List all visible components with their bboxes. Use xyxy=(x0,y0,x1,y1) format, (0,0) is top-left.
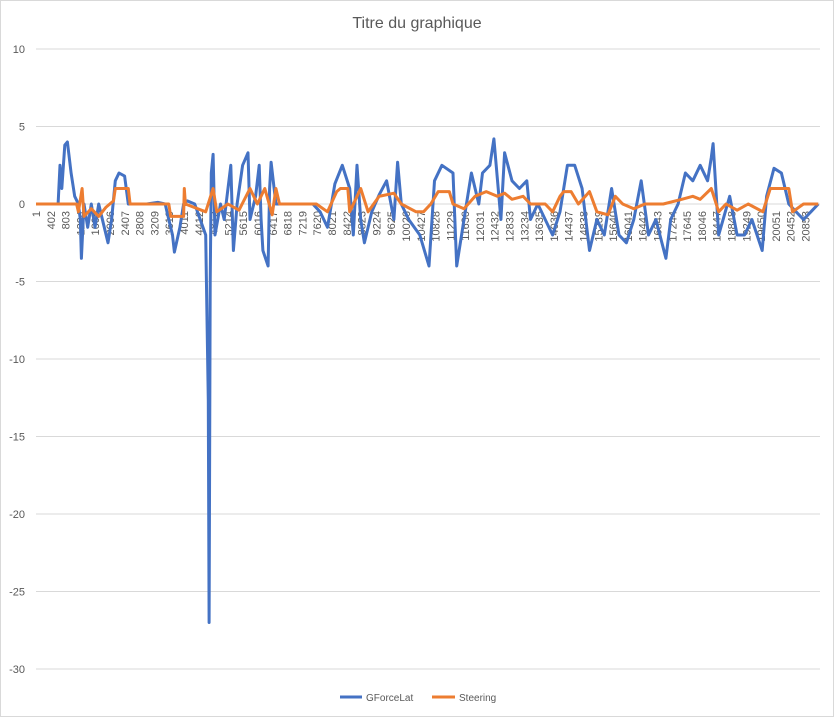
y-tick-label: 5 xyxy=(19,122,25,134)
y-tick-label: -20 xyxy=(9,509,25,521)
x-tick-label: 2407 xyxy=(120,211,132,235)
x-tick-label: 13234 xyxy=(519,211,531,242)
y-axis-ticks: 10 5 0 -5 -10 -15 -20 -25 -30 xyxy=(9,44,25,676)
x-tick-label: 1 xyxy=(31,211,43,217)
legend-item-steering[interactable]: Steering xyxy=(432,693,496,704)
x-tick-label: 18046 xyxy=(697,211,709,242)
x-tick-label: 6417 xyxy=(268,211,280,235)
y-tick-label: -30 xyxy=(9,664,25,676)
series-lines xyxy=(36,137,820,624)
x-tick-label: 12031 xyxy=(475,211,487,242)
x-tick-label: 14437 xyxy=(564,211,576,242)
y-tick-label: 0 xyxy=(19,199,25,211)
x-tick-label: 12833 xyxy=(505,211,517,242)
gridlines xyxy=(36,48,820,670)
x-tick-label: 17645 xyxy=(682,211,694,242)
x-tick-label: 2808 xyxy=(135,211,147,235)
x-tick-label: 9224 xyxy=(371,211,383,235)
x-tick-label: 3209 xyxy=(149,211,161,235)
x-tick-label: 6818 xyxy=(283,211,295,235)
x-tick-label: 7219 xyxy=(297,211,309,235)
x-tick-label: 20051 xyxy=(771,211,783,242)
series-line-steering xyxy=(36,187,819,218)
x-tick-label: 5615 xyxy=(238,211,250,235)
y-tick-label: -5 xyxy=(15,277,25,289)
x-tick-label: 803 xyxy=(61,211,73,229)
x-tick-label: 20452 xyxy=(786,211,798,242)
legend: GForceLat Steering xyxy=(340,693,496,704)
y-tick-label: -15 xyxy=(9,432,25,444)
legend-label-gforcelat: GForceLat xyxy=(366,693,413,704)
x-tick-label: 16041 xyxy=(623,211,635,242)
legend-item-gforcelat[interactable]: GForceLat xyxy=(340,693,413,704)
y-tick-label: -10 xyxy=(9,354,25,366)
y-tick-label: 10 xyxy=(13,44,25,56)
series-line-gforcelat xyxy=(36,137,820,624)
legend-label-steering: Steering xyxy=(459,693,496,704)
y-tick-label: -25 xyxy=(9,587,25,599)
x-tick-label: 10026 xyxy=(401,211,413,242)
x-tick-label: 402 xyxy=(46,211,58,229)
chart-title: Titre du graphique xyxy=(352,15,481,32)
x-tick-label: 12432 xyxy=(490,211,502,242)
